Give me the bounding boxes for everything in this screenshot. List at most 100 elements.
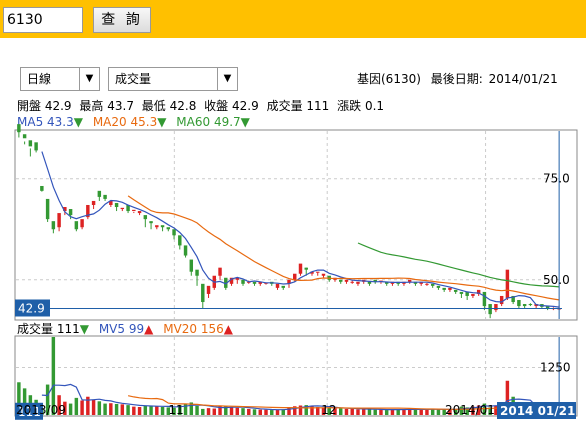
ma5-label: MA5 — [17, 115, 44, 129]
volume-value: 111 — [306, 99, 330, 113]
change-value: 0.1 — [364, 99, 385, 113]
candle-body — [407, 279, 412, 282]
candle-body — [413, 281, 418, 284]
candle-body — [367, 281, 372, 284]
volume-bar — [218, 406, 222, 415]
volume-bar — [189, 402, 194, 415]
volume-bar — [247, 408, 251, 415]
candle-body — [339, 279, 343, 282]
volume-bar — [235, 407, 239, 415]
ma20-label: MA20 — [92, 115, 127, 129]
mv20-label: MV20 — [163, 322, 198, 336]
volume-bar — [459, 406, 464, 415]
ma20-down-icon: ▼ — [157, 115, 167, 129]
candle-body — [137, 211, 142, 214]
candle-body — [206, 285, 211, 294]
vol-label: 成交量 — [17, 322, 54, 336]
current-price-label: 42.9 — [18, 301, 45, 315]
volume-bar — [390, 409, 395, 415]
ma60-down-icon: ▼ — [240, 115, 250, 129]
low-label: 最低 — [141, 99, 166, 113]
candle-body — [149, 221, 153, 224]
candle-body — [160, 225, 165, 228]
volume-bar — [137, 407, 142, 415]
volume-bar — [206, 408, 211, 415]
volume-bar — [74, 397, 79, 415]
current-volume-badge — [15, 402, 43, 420]
candle-body — [57, 213, 61, 228]
candle-body — [183, 245, 188, 256]
ma60-line — [357, 242, 560, 288]
volume-bar — [293, 406, 297, 415]
x-tick-label: 11 — [168, 403, 183, 417]
volume-bar — [178, 405, 182, 415]
volume-bar — [103, 403, 107, 415]
volume-bar — [166, 407, 171, 415]
chevron-down-icon[interactable]: ▼ — [79, 68, 99, 90]
candle-body — [419, 281, 423, 284]
volume-bar — [258, 409, 262, 415]
candle-body — [91, 200, 96, 205]
candle-body — [155, 225, 159, 228]
candle-body — [505, 269, 510, 298]
volume-bar — [367, 409, 372, 415]
volume-panel — [14, 335, 578, 417]
ma60-value: 49.7 — [213, 115, 241, 129]
candle-body — [304, 267, 308, 270]
volume-bar — [425, 409, 429, 415]
volume-bar — [407, 409, 412, 415]
volume-bar — [224, 406, 228, 415]
candle-body — [373, 279, 377, 282]
volume-bar — [270, 410, 274, 415]
open-value: 42.9 — [44, 99, 72, 113]
candle-body — [471, 293, 475, 296]
candle-body — [224, 277, 228, 288]
volume-bar — [86, 396, 90, 415]
volume-bar — [321, 407, 326, 415]
volume-bar — [465, 407, 469, 415]
volume-legend: 成交量 111▼ MV5 99▲ MV20 156▲ — [17, 320, 233, 337]
candle-body — [195, 269, 199, 276]
candle-body — [109, 200, 113, 205]
volume-bar — [281, 409, 285, 415]
candle-body — [201, 283, 205, 303]
volume-bar — [109, 403, 113, 415]
candle-body — [287, 279, 291, 284]
mv5-value: 99 — [128, 322, 145, 336]
indicator-select[interactable]: 成交量 ▼ — [108, 67, 238, 91]
x-tick-label: 2013/09 — [16, 403, 66, 417]
candle-body — [275, 283, 280, 288]
candle-body — [166, 227, 171, 230]
volume-bar — [97, 401, 102, 415]
candles — [17, 124, 561, 319]
candle-body — [522, 304, 527, 307]
volume-bar — [114, 403, 119, 415]
chevron-down-icon[interactable]: ▼ — [217, 68, 237, 90]
open-label: 開盤 — [17, 99, 42, 113]
stock-code-input[interactable] — [3, 7, 83, 33]
candle-body — [321, 273, 326, 276]
vol-down-icon: ▼ — [79, 322, 89, 336]
low-value: 42.8 — [169, 99, 197, 113]
candle-body — [120, 207, 125, 210]
volume-bar — [413, 409, 418, 415]
candle-body — [476, 289, 481, 294]
volume-bar — [264, 409, 268, 415]
current-price-badge — [15, 299, 50, 317]
period-select[interactable]: 日線 ▼ — [20, 67, 100, 91]
ma5-line — [41, 151, 560, 308]
candle-body — [132, 209, 136, 212]
query-button[interactable]: 查 詢 — [93, 7, 151, 33]
close-label: 收盤 — [204, 99, 229, 113]
volume-bar — [505, 380, 510, 415]
volume-bar — [339, 408, 343, 415]
volume-bar — [120, 404, 125, 415]
volume-bar — [436, 409, 441, 415]
volume-bar — [488, 407, 492, 415]
mv20-up-icon: ▲ — [223, 322, 233, 336]
volume-bar — [384, 410, 389, 415]
ma20-line — [127, 195, 560, 301]
candle-body — [293, 273, 297, 280]
period-select-value: 日線 — [27, 72, 52, 86]
